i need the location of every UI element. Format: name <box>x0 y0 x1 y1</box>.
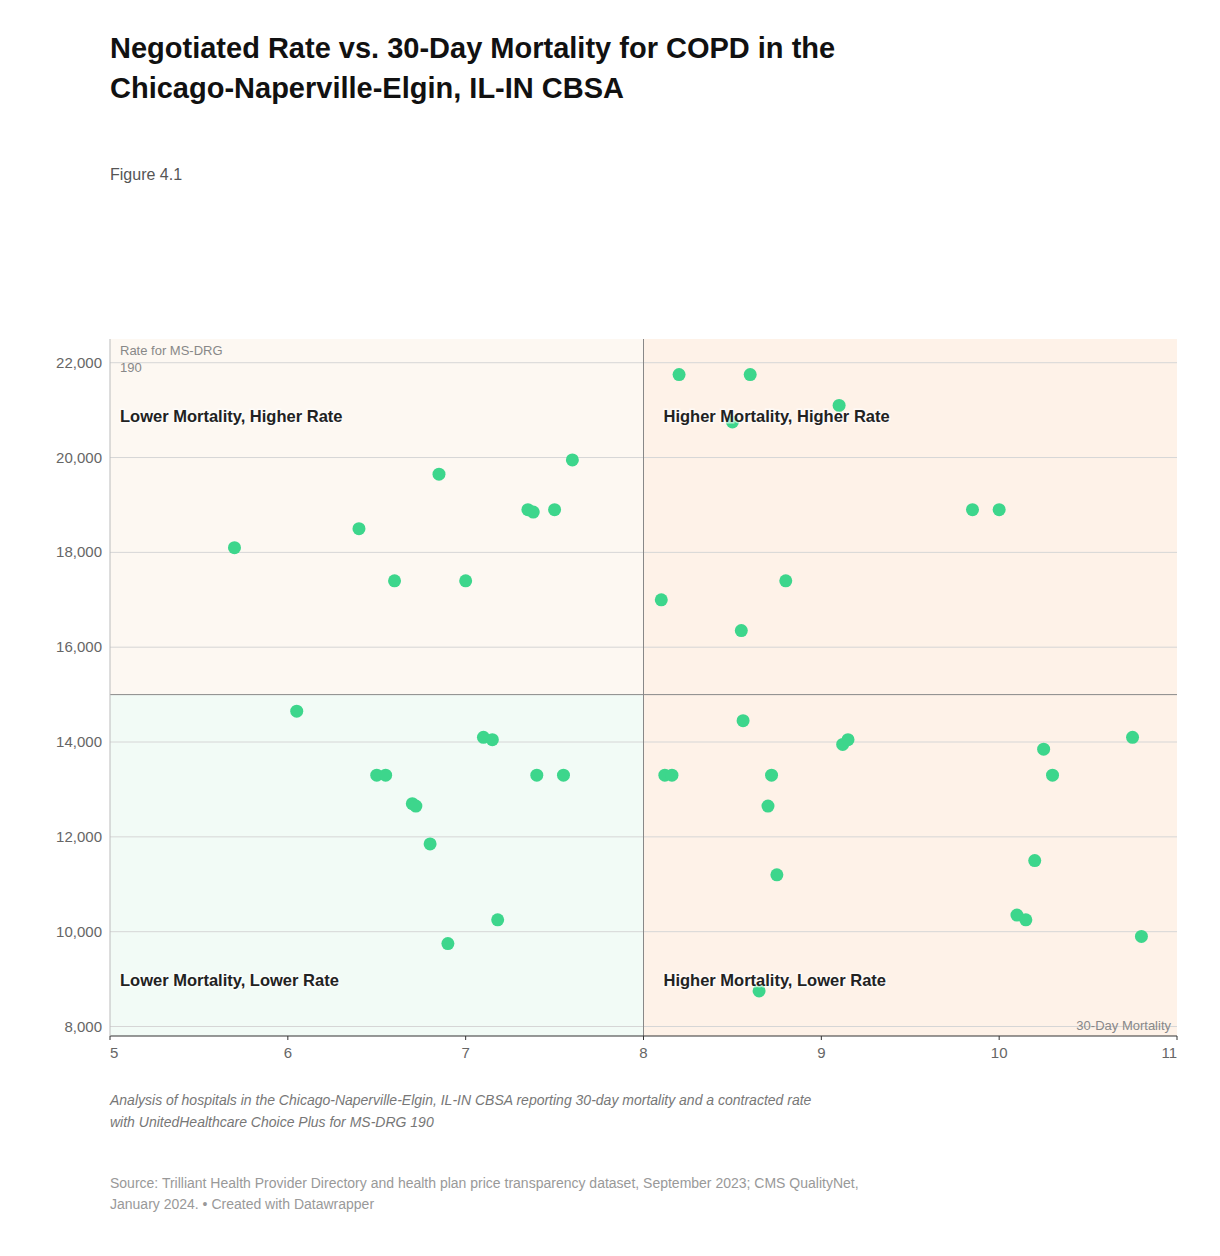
point <box>548 503 561 516</box>
x-tick-label: 6 <box>284 1044 292 1061</box>
quadrant-bottom-left <box>110 695 644 1036</box>
point <box>486 733 499 746</box>
point <box>491 913 504 926</box>
annotation: Analysis of hospitals in the Chicago-Nap… <box>109 1092 812 1130</box>
quadrant-top-left <box>110 339 644 695</box>
point <box>673 368 686 381</box>
x-tick <box>287 1036 288 1040</box>
y-axis-label: Rate for MS-DRG 190 <box>120 343 223 375</box>
x-tick <box>110 1036 111 1040</box>
point <box>530 769 543 782</box>
y-tick-label: 16,000 <box>56 638 102 655</box>
text-line: Source: Trilliant Health Provider Direct… <box>110 1175 859 1191</box>
median-x-line <box>643 339 644 1036</box>
title: Negotiated Rate vs. 30-Day Mortality for… <box>110 32 835 104</box>
point <box>744 368 757 381</box>
y-tick-label: 18,000 <box>56 543 102 560</box>
text-line: Negotiated Rate vs. 30-Day Mortality for… <box>110 32 835 64</box>
point <box>1037 743 1050 756</box>
point <box>1046 769 1059 782</box>
y-tick-label: 20,000 <box>56 449 102 466</box>
point <box>665 769 678 782</box>
point <box>966 503 979 516</box>
x-tick <box>643 1036 644 1040</box>
point <box>765 769 778 782</box>
point <box>1135 930 1148 943</box>
x-tick-label: 8 <box>639 1044 647 1061</box>
point <box>842 733 855 746</box>
point <box>779 574 792 587</box>
subtitle: Figure 4.1 <box>110 166 182 183</box>
point <box>424 837 437 850</box>
quadrant-top-right <box>644 339 1178 695</box>
quadrant-label: Lower Mortality, Higher Rate <box>120 407 342 425</box>
quadrant-label: Higher Mortality, Higher Rate <box>664 407 890 425</box>
text-line: January 2024. • Created with Datawrapper <box>110 1196 374 1212</box>
point <box>737 714 750 727</box>
y-tick-label: 10,000 <box>56 923 102 940</box>
quadrant-label: Lower Mortality, Lower Rate <box>120 971 339 989</box>
y-tick-label: 8,000 <box>64 1018 102 1035</box>
x-tick <box>999 1036 1000 1040</box>
x-tick-label: 9 <box>817 1044 825 1061</box>
point <box>379 769 392 782</box>
x-tick <box>1177 1036 1178 1040</box>
x-tick <box>821 1036 822 1040</box>
point <box>1126 731 1139 744</box>
point <box>1019 913 1032 926</box>
y-tick-label: 14,000 <box>56 733 102 750</box>
point <box>770 868 783 881</box>
point <box>409 800 422 813</box>
point <box>1028 854 1041 867</box>
point <box>735 624 748 637</box>
text-line: Rate for MS-DRG <box>120 343 223 358</box>
point <box>459 574 472 587</box>
point <box>441 937 454 950</box>
text-line: with UnitedHealthcare Choice Plus for MS… <box>110 1114 434 1130</box>
point <box>352 522 365 535</box>
point <box>566 453 579 466</box>
point <box>557 769 570 782</box>
y-axis-line <box>110 339 111 1036</box>
text-line: Chicago-Naperville-Elgin, IL-IN CBSA <box>110 72 624 104</box>
point <box>432 468 445 481</box>
point <box>761 800 774 813</box>
x-tick-label: 7 <box>461 1044 469 1061</box>
x-tick-label: 10 <box>991 1044 1008 1061</box>
point <box>228 541 241 554</box>
point <box>527 506 540 519</box>
point <box>655 593 668 606</box>
points <box>228 368 1148 997</box>
x-tick <box>465 1036 466 1040</box>
y-tick-label: 12,000 <box>56 828 102 845</box>
x-axis-label: 30-Day Mortality <box>1076 1018 1171 1033</box>
y-tick-label: 22,000 <box>56 354 102 371</box>
text-line: Analysis of hospitals in the Chicago-Nap… <box>109 1092 812 1108</box>
quadrant-label: Higher Mortality, Lower Rate <box>664 971 886 989</box>
point <box>993 503 1006 516</box>
source: Source: Trilliant Health Provider Direct… <box>110 1175 859 1212</box>
chart: Negotiated Rate vs. 30-Day Mortality for… <box>0 0 1220 1256</box>
point <box>388 574 401 587</box>
x-tick-label: 5 <box>110 1044 118 1061</box>
text-line: 190 <box>120 360 142 375</box>
point <box>290 705 303 718</box>
quadrant-bottom-right <box>644 695 1178 1036</box>
median-y-line <box>110 694 1177 695</box>
x-tick-label: 11 <box>1161 1044 1177 1061</box>
plot-area <box>110 339 1177 1036</box>
